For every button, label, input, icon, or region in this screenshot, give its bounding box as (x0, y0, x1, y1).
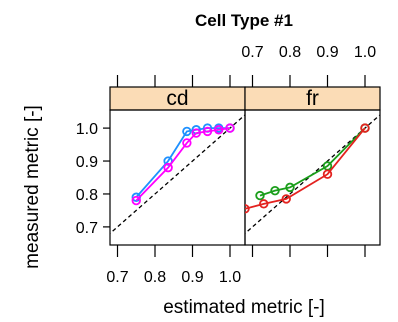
strip-label-fr: fr (306, 87, 319, 110)
data-point-fr-0-0 (255, 190, 265, 201)
top-x-tick-label: 0.7 (241, 44, 263, 61)
data-point-cd-1-5 (214, 125, 224, 135)
data-point-cd-1-6 (225, 123, 235, 133)
bottom-x-tick-label: 1.0 (219, 269, 241, 286)
left-y-tick-label: 0.8 (76, 187, 98, 204)
panel-frame-cd (109, 109, 246, 246)
data-point-fr-0-2 (285, 182, 295, 193)
panel-frame-fr (244, 109, 381, 246)
data-point-cd-1-3 (191, 128, 201, 138)
panel-data-cd (110, 114, 245, 235)
data-point-cd-0-1 (163, 156, 173, 166)
bottom-x-tick-label: 0.8 (144, 269, 166, 286)
top-x-axis: 0.7 0.8 0.9 1.0 (116, 44, 376, 87)
data-point-cd-1-0 (131, 195, 141, 206)
left-y-tick-label: 1.0 (76, 121, 98, 138)
left-y-tick-label: 0.9 (76, 154, 98, 171)
data-point-cd-1-4 (202, 126, 213, 137)
data-point-fr-1-0 (245, 204, 250, 214)
bottom-x-axis: 0.7 0.8 0.9 1.0 (106, 245, 366, 286)
data-point-fr-1-3 (322, 169, 333, 179)
data-point-fr-1-4 (360, 123, 370, 133)
bottom-x-tick-label: 0.9 (181, 269, 203, 286)
data-point-cd-1-1 (163, 162, 173, 173)
data-point-cd-1-2 (182, 138, 192, 148)
top-x-tick-label: 0.9 (316, 44, 338, 61)
data-point-cd-0-2 (182, 126, 192, 137)
panel-cd: cd (109, 86, 246, 246)
series-line-cd-1 (135, 127, 231, 202)
data-point-fr-1-2 (281, 194, 291, 204)
y-axis-label: measured metric [-] (22, 105, 43, 269)
left-y-axis: 0.7 0.8 0.9 1.0 (76, 121, 110, 237)
left-y-tick-label: 0.7 (76, 220, 98, 237)
series-line-fr-1 (245, 127, 366, 210)
top-x-tick-label: 1.0 (354, 44, 376, 61)
x-axis-label: estimated metric [-] (163, 297, 325, 318)
reference-line (110, 114, 245, 235)
bottom-x-tick-label: 0.7 (106, 269, 128, 286)
series-line-fr-0 (259, 127, 366, 197)
panel-data-fr (245, 114, 380, 235)
strip-label-cd: cd (166, 87, 188, 110)
data-point-fr-1-1 (259, 199, 269, 209)
top-x-tick-label: 0.8 (279, 44, 301, 61)
panel-fr: fr (244, 86, 381, 246)
panels: cd fr (109, 86, 381, 246)
data-point-fr-0-1 (270, 185, 280, 196)
chart-title: Cell Type #1 (195, 11, 293, 30)
